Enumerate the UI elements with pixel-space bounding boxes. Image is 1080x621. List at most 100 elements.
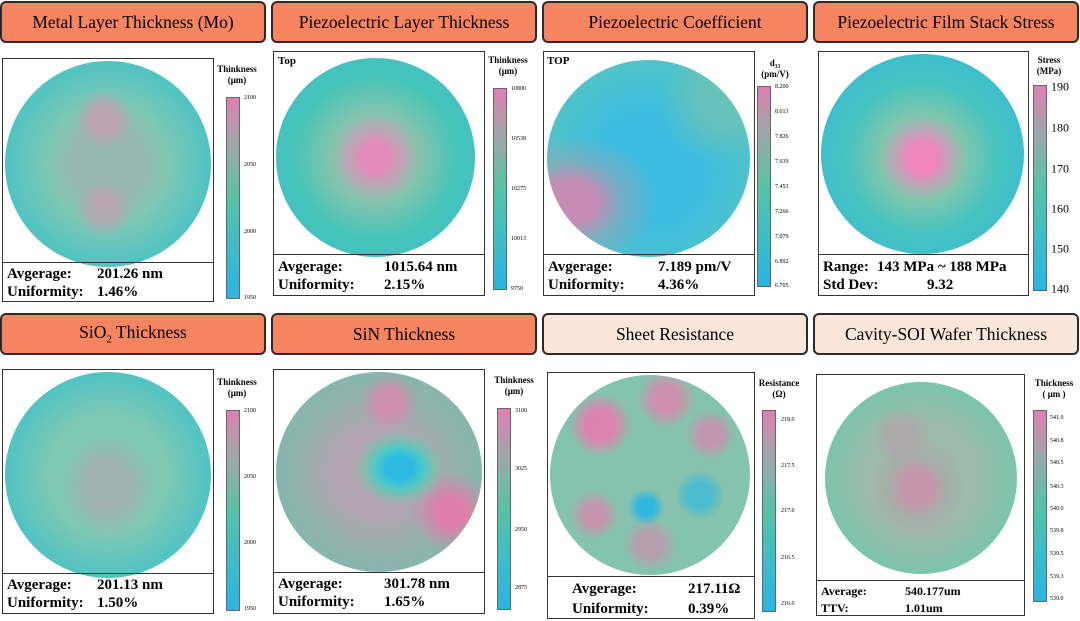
tick-label: 160: [1051, 201, 1069, 216]
tick-label: 7.266: [775, 209, 789, 215]
colorbar-title: d₃₃ (pm/V): [750, 58, 800, 80]
stat-value: 7.189 pm/V: [658, 259, 732, 275]
tick-label: 218.0: [781, 417, 795, 423]
tick-label: 216.0: [781, 601, 795, 607]
stat-label: Avgerage:: [7, 577, 72, 593]
tick-label: 9750: [511, 286, 523, 292]
header-label: SiN Thickness: [352, 323, 456, 344]
header-cavity-soi-thickness[interactable]: Cavity-SOI Wafer Thickness: [813, 313, 1079, 355]
stat-value: 9.32: [927, 277, 954, 293]
colorbar-unit: (μm): [227, 388, 247, 398]
stats-box: Average: 540.177um TTV: 1.01um: [817, 580, 1024, 615]
tick-label: 2000: [244, 229, 256, 235]
header-metal-layer-thickness[interactable]: Metal Layer Thickness (Mo): [0, 1, 266, 43]
stat-label: Avgerage:: [548, 259, 613, 275]
stat-label: Uniformity:: [278, 277, 355, 293]
wafer-map-mo-thickness: [5, 61, 211, 267]
stat-value: 1.01um: [905, 601, 943, 615]
colorbar-title-line: Stress: [1037, 55, 1061, 65]
stat-value: 217.11Ω: [688, 581, 741, 597]
panel-sheet-resistance: Avgerage: 217.11Ω Uniformity: 0.39%: [547, 372, 755, 619]
header-film-stack-stress[interactable]: Piezoelectric Film Stack Stress: [813, 1, 1079, 43]
stat-value: 1015.64 nm: [384, 259, 458, 275]
colorbar-unit: ( μm ): [1042, 389, 1066, 399]
tick-label: 6.705: [775, 283, 789, 289]
header-label: Piezoelectric Coefficient: [588, 11, 762, 32]
stat-value: 2.15%: [384, 277, 426, 293]
tick-label: 540.8: [1050, 438, 1064, 444]
header-piezoelectric-coefficient[interactable]: Piezoelectric Coefficient: [542, 1, 808, 43]
tick-label: 190: [1051, 79, 1069, 94]
tick-label: 217.0: [781, 508, 795, 514]
stats-box: Avgerage: 201.26 nm Uniformity: 1.46%: [3, 262, 213, 301]
stat-label: TTV:: [821, 601, 849, 615]
orientation-label: Top: [278, 55, 296, 67]
panel-piezo-coefficient: TOP Avgerage: 7.189 pm/V Uniformity: 4.36%: [543, 51, 755, 296]
tick-label: 2875: [515, 585, 527, 591]
stat-label: Uniformity:: [278, 594, 355, 610]
tick-label: 539.0: [1050, 596, 1064, 602]
colorbar: [226, 410, 240, 611]
colorbar: [762, 410, 776, 612]
tick-label: 2100: [244, 95, 256, 101]
stat-value: 201.13 nm: [97, 577, 163, 593]
tick-label: 539.8: [1050, 528, 1064, 534]
tick-label: 2050: [244, 162, 256, 168]
stat-value: 540.177um: [905, 584, 961, 598]
tick-label: 7.826: [775, 134, 789, 140]
colorbar-title-line: d₃₃: [769, 58, 781, 68]
colorbar: [497, 408, 511, 610]
stat-value: 1.46%: [97, 284, 139, 300]
colorbar-unit: (μm): [504, 386, 524, 396]
tick-label: 150: [1051, 241, 1069, 256]
colorbar-title: Thinkness (μm): [483, 55, 533, 77]
colorbar-title: Thickness( μm ): [1029, 378, 1079, 400]
header-piezoelectric-layer-thickness[interactable]: Piezoelectric Layer Thickness: [271, 1, 537, 43]
header-label-main: SiO: [79, 322, 107, 343]
stats-box: Avgerage: 217.11Ω Uniformity: 0.39%: [548, 576, 754, 618]
colorbar-title-line: Thinkness: [494, 375, 534, 385]
header-label: Sheet Resistance: [615, 323, 735, 344]
panel-metal-layer: Avgerage: 201.26 nm Uniformity: 1.46%: [2, 58, 214, 302]
orientation-label: TOP: [547, 55, 570, 67]
wafer-map-stress: [821, 54, 1024, 254]
tick-label: 8.013: [775, 109, 789, 115]
tick-label: 540.0: [1050, 506, 1064, 512]
tick-label: 540.5: [1050, 460, 1064, 466]
tick-label: 10538: [511, 136, 526, 142]
header-sio2-thickness[interactable]: SiO2 Thickness: [0, 313, 266, 355]
stat-value: 4.36%: [658, 277, 700, 293]
colorbar-unit: (Ω): [772, 389, 786, 399]
tick-label: 539.3: [1050, 574, 1064, 580]
header-sheet-resistance[interactable]: Sheet Resistance: [542, 313, 808, 355]
colorbar-unit: (μm): [498, 66, 518, 76]
colorbar-title-line: Thickness: [1034, 378, 1074, 388]
stat-value: 1.65%: [384, 594, 426, 610]
stats-box: Avgerage: 201.13 nm Uniformity: 1.50%: [3, 573, 213, 613]
stats-box: Avgerage: 1015.64 nm Uniformity: 2.15%: [274, 254, 484, 295]
tick-label: 1950: [244, 295, 256, 301]
stats-box: Range: 143 MPa ~ 188 MPa Std Dev: 9.32: [819, 254, 1028, 295]
tick-label: 2950: [515, 527, 527, 533]
stat-label: Avgerage:: [278, 259, 343, 275]
stat-label: Uniformity:: [572, 601, 649, 617]
colorbar-title-line: Resistance: [758, 378, 800, 388]
panel-piezo-thickness: Top Avgerage: 1015.64 nm Uniformity: 2.15%: [273, 51, 485, 296]
stats-box: Avgerage: 301.78 nm Uniformity: 1.65%: [274, 572, 484, 613]
tick-label: 1950: [244, 606, 256, 612]
stat-value: 201.26 nm: [97, 266, 163, 282]
header-label: Metal Layer Thickness (Mo): [32, 11, 234, 32]
stat-value: 0.39%: [688, 601, 730, 617]
stat-label: Avgerage:: [278, 576, 343, 592]
tick-label: 7.453: [775, 184, 789, 190]
tick-label: 7.639: [775, 159, 789, 165]
colorbar-title: Resistance (Ω): [754, 378, 804, 400]
stat-label: Uniformity:: [7, 595, 84, 611]
wafer-map-piezo-thickness: [276, 58, 475, 257]
header-sin-thickness[interactable]: SiN Thickness: [271, 313, 537, 355]
stat-label: Avgerage:: [7, 266, 72, 282]
tick-label: 3100: [515, 408, 527, 414]
panel-film-stress: Range: 143 MPa ~ 188 MPa Std Dev: 9.32: [818, 51, 1029, 296]
stat-label: Average:: [821, 584, 867, 598]
tick-label: 140: [1051, 281, 1069, 296]
